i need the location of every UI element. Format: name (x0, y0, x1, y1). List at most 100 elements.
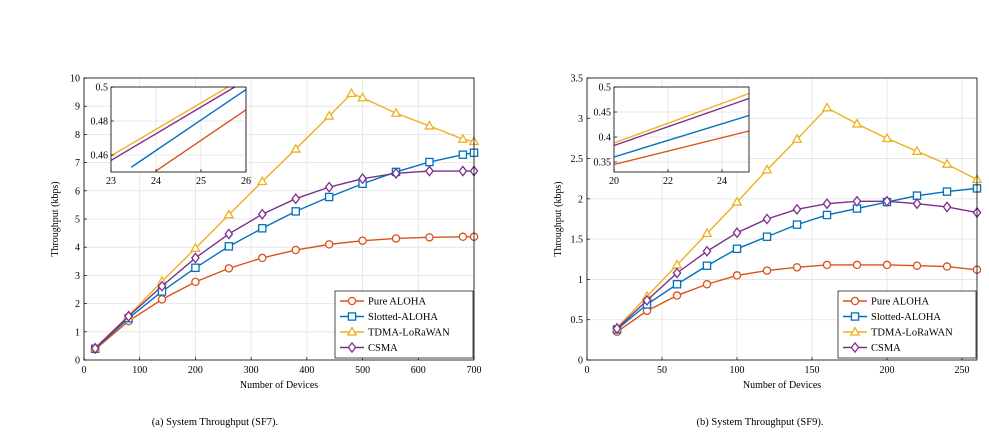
legend-label: TDMA-LoRaWAN (871, 328, 953, 339)
inset-x-tick-label: 26 (241, 176, 251, 187)
inset-y-tick-label: 0.5 (599, 83, 612, 94)
data-point (458, 165, 468, 177)
legend-marker (850, 312, 860, 321)
data-point (291, 207, 300, 216)
legend-marker (849, 326, 861, 336)
data-point (791, 133, 803, 143)
legend-item: Slotted-ALOHA (843, 312, 941, 323)
data-point (732, 244, 742, 254)
data-point (761, 164, 773, 174)
panel-sf7: 0 100 200 300 400 500 600 700012345678910Number… (50, 74, 482, 429)
data-point (357, 92, 368, 102)
data-point (912, 198, 922, 210)
y-tick-label: 3.5 (571, 74, 584, 85)
inset-y-tick-label: 0.48 (91, 117, 109, 128)
data-point (391, 234, 401, 243)
data-point (191, 263, 200, 273)
data-point (256, 175, 268, 186)
inset-x-tick-label: 25 (196, 176, 206, 187)
data-point (391, 167, 401, 179)
data-point (258, 253, 267, 263)
legend-item: TDMA-LoRaWAN (843, 326, 953, 339)
legend-label: CSMA (368, 343, 398, 354)
data-point (701, 227, 713, 238)
inset-series-line (613, 97, 750, 147)
data-point (157, 280, 167, 292)
y-tick-label: 9 (75, 102, 80, 113)
data-point (324, 240, 334, 249)
legend-marker (850, 341, 860, 354)
inset-y-tick-label: 0.35 (594, 158, 612, 169)
x-tick-label: 400 (299, 365, 314, 376)
legend-marker (347, 312, 357, 321)
x-tick-label: 200 (188, 365, 203, 376)
data-point (358, 173, 367, 185)
data-point (731, 196, 743, 206)
legend: Pure ALOHA Slotted-ALOHA TDMA-LoRaWAN CSMA (334, 290, 474, 359)
inset-series-line (613, 92, 750, 144)
data-point (762, 266, 772, 275)
legend-label: Pure ALOHA (368, 297, 426, 308)
y-tick-label: 1 (578, 275, 583, 286)
inset-x-tick-label: 24 (151, 176, 161, 187)
data-point (792, 263, 802, 272)
x-tick-label: 700 (467, 365, 482, 376)
y-tick-label: 7 (75, 158, 80, 169)
data-point (223, 209, 235, 219)
x-tick-label: 0 (585, 365, 590, 376)
inset-series-line (130, 88, 247, 168)
panel-sf9: 0 50 100 150 200 250 0 0.5 1 1.5 2 2.5 3 3.5 Number of… (553, 74, 983, 428)
x-tick-label: 500 (355, 365, 370, 376)
inset-y-tick-label: 0.45 (594, 108, 612, 119)
inset-x-tick-label: 20 (609, 176, 619, 187)
x-tick-label: 300 (244, 365, 259, 376)
data-point (291, 193, 301, 205)
data-point (702, 280, 712, 289)
legend-label: CSMA (871, 343, 901, 354)
data-point (852, 260, 862, 270)
data-point (458, 150, 468, 159)
data-point (358, 236, 367, 245)
caption: (a) System Throughput (SF7). (152, 417, 278, 428)
y-tick-label: 6 (75, 186, 80, 197)
data-point (191, 277, 200, 287)
y-tick-label: 10 (70, 74, 80, 85)
x-tick-label: 600 (411, 365, 426, 376)
y-tick-label: 1 (75, 327, 80, 338)
data-point (224, 242, 234, 251)
series-line (94, 92, 475, 349)
inset-series-line (613, 130, 750, 166)
data-point (732, 271, 742, 280)
x-axis-label: Number of Devices (240, 380, 318, 391)
data-point (851, 118, 863, 128)
inset-series-line (110, 86, 229, 157)
data-point (942, 262, 952, 271)
legend: Pure ALOHA Slotted-ALOHA TDMA-LoRaWAN CSMA (837, 290, 977, 359)
y-tick-label: 2 (578, 194, 583, 205)
legend-marker (347, 341, 357, 354)
inset: 20 22 24 0.35 0.4 0.45 0.5 (594, 83, 750, 187)
x-tick-label: 50 (657, 365, 667, 376)
inset-y-tick-label: 0.4 (599, 133, 612, 144)
x-tick-label: 100 (730, 365, 745, 376)
y-tick-label: 4 (75, 243, 80, 254)
data-point (224, 264, 234, 273)
data-point (346, 87, 357, 98)
y-axis-label: Throughput (kbps) (553, 181, 564, 256)
grid (83, 77, 475, 361)
x-tick-label: 100 (132, 365, 147, 376)
data-point (390, 107, 402, 117)
data-point (702, 245, 712, 257)
data-point (792, 203, 802, 215)
data-point (90, 342, 100, 355)
data-point (792, 220, 802, 229)
data-point (672, 291, 682, 300)
data-point (822, 198, 832, 210)
data-point (612, 322, 622, 335)
y-axis-label: Throughput (kbps) (50, 181, 61, 256)
data-point (912, 261, 922, 270)
data-point (762, 232, 772, 241)
data-point (424, 120, 435, 130)
legend-item: Pure ALOHA (843, 297, 929, 308)
series-csma (612, 195, 982, 335)
